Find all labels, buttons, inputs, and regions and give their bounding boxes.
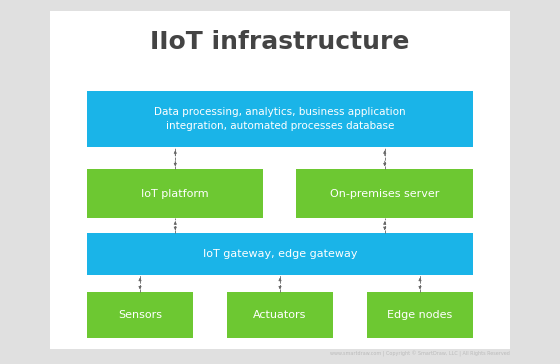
Text: IIoT infrastructure: IIoT infrastructure <box>150 30 410 54</box>
Text: IoT gateway, edge gateway: IoT gateway, edge gateway <box>203 249 357 259</box>
Text: Actuators: Actuators <box>253 310 307 320</box>
Bar <box>296 169 473 218</box>
Text: Data processing, analytics, business application
integration, automated processe: Data processing, analytics, business app… <box>154 107 406 131</box>
Bar <box>87 91 473 147</box>
Bar <box>87 169 263 218</box>
Bar <box>50 11 510 349</box>
Text: Sensors: Sensors <box>118 310 162 320</box>
Text: On-premises server: On-premises server <box>330 189 439 199</box>
Bar <box>367 292 473 338</box>
Bar <box>227 292 333 338</box>
Text: IoT platform: IoT platform <box>141 189 209 199</box>
Bar <box>87 233 473 275</box>
Text: www.smartdraw.com | Copyright © SmartDraw, LLC | All Rights Reserved: www.smartdraw.com | Copyright © SmartDra… <box>330 351 510 357</box>
Bar <box>87 292 193 338</box>
Text: Edge nodes: Edge nodes <box>388 310 452 320</box>
